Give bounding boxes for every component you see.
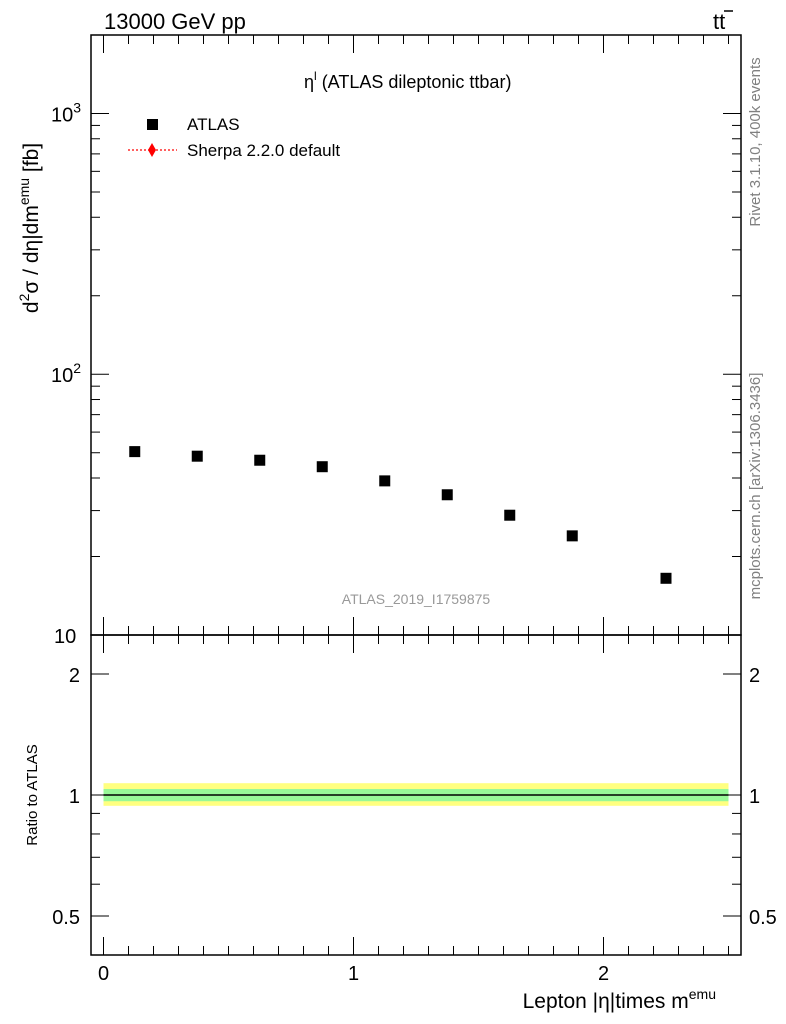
xtick-label: 1 [348,963,359,985]
ratio-axis-ticks [91,635,741,956]
data-point-atlas [316,461,328,473]
analysis-watermark: ATLAS_2019_I1759875 [342,591,491,607]
process-t: t [713,9,719,34]
main-ylabel: d2σ / dη|dmemu [fb] [16,143,43,313]
rivet-version-label: Rivet 3.1.10, 400k events [747,57,764,226]
xtick-label: 2 [598,963,609,985]
mcplots-source-label: mcplots.cern.ch [arXiv:1306.3436] [747,373,764,600]
legend-label-sherpa: Sherpa 2.2.0 default [187,141,340,160]
ratio-xtick-labels: 0 1 2 [98,963,609,985]
data-point-atlas [129,446,141,458]
ratio-uncertainty-bands [103,783,729,806]
ratio-ytick-label-right: 1 [749,786,760,808]
data-point-atlas [379,475,391,487]
main-ytick-label: 102 [51,360,81,387]
data-point-atlas [191,450,203,462]
data-point-atlas [254,454,266,466]
main-ytick-labels: 10 102 103 [51,99,81,648]
xtick-label: 0 [98,963,109,985]
plot-title: ηl (ATLAS dileptonic ttbar) [304,69,511,92]
ratio-ytick-label-left: 0.5 [52,907,80,929]
ratio-ytick-label-right: 0.5 [749,907,777,929]
ratio-plot-frame [90,634,742,956]
x-axis-label: Lepton |η|times memu [523,986,716,1013]
ratio-ylabel: Ratio to ATLAS [24,744,41,845]
data-point-atlas [504,509,516,521]
legend: ATLAS Sherpa 2.2.0 default [128,115,340,160]
process-tbar: t [719,9,725,34]
main-ytick-label: 103 [51,99,81,126]
main-ytick-label: 10 [54,626,76,648]
svg-text:tt: tt [713,9,725,34]
main-panel: 10 102 103 ηl (ATLAS dileptonic ttbar) ATL… [16,34,742,648]
ratio-ytick-label-left: 1 [69,786,80,808]
legend-label-atlas: ATLAS [187,115,240,134]
data-point-atlas [441,489,453,501]
legend-marker-sherpa [148,143,156,157]
data-point-atlas [566,530,578,542]
ratio-ytick-label-right: 2 [749,665,760,687]
main-axis-ticks [91,34,741,636]
data-point-atlas [660,572,672,584]
main-data-points [129,446,672,584]
header-energy-label: 13000 GeV pp [104,9,246,34]
legend-marker-atlas [147,119,158,130]
ratio-panel: 0.5 0.5 1 1 2 2 0 1 2 Ratio to ATLAS Lepton |η|… [24,634,777,1013]
header-process-label: tt [713,9,733,34]
ratio-ytick-labels: 0.5 0.5 1 1 2 2 [52,665,777,929]
ratio-ytick-label-left: 2 [69,665,80,687]
